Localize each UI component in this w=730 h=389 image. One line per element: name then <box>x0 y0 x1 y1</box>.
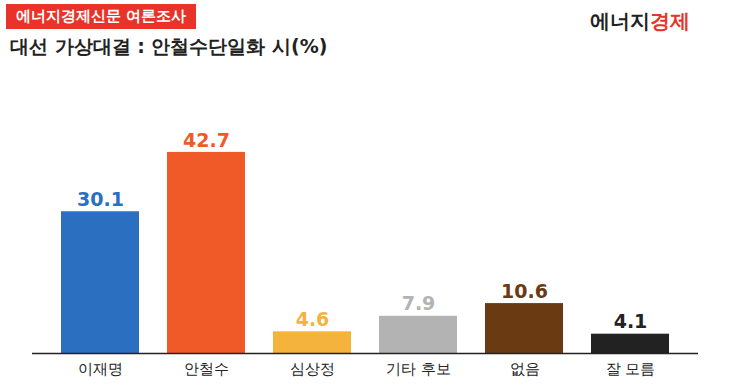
svg-text:4.6: 4.6 <box>296 308 330 330</box>
svg-text:4.1: 4.1 <box>614 310 648 332</box>
svg-text:안철수: 안철수 <box>184 360 229 378</box>
svg-text:심상정: 심상정 <box>290 360 335 378</box>
svg-text:없음: 없음 <box>510 360 540 378</box>
html-text:에너지경제: 에너지경제 <box>590 9 690 33</box>
html-text:대선 가상대결 : 안철수단일화 시(%): 대선 가상대결 : 안철수단일화 시(%) <box>10 35 328 57</box>
svg-text:10.6: 10.6 <box>501 280 548 302</box>
svg-text:30.1: 30.1 <box>77 188 124 210</box>
svg-text:기타 후보: 기타 후보 <box>386 360 451 378</box>
svg-text:잘 모름: 잘 모름 <box>606 360 656 378</box>
svg-text:7.9: 7.9 <box>402 292 436 314</box>
svg-text:42.7: 42.7 <box>183 129 230 151</box>
svg-text:이재명: 이재명 <box>78 360 123 378</box>
html-text:에너지경제신문 여론조사: 에너지경제신문 여론조사 <box>16 7 187 25</box>
